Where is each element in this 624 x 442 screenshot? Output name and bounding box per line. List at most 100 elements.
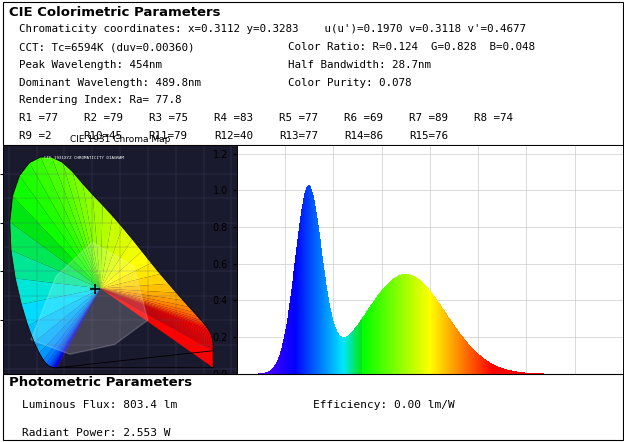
Polygon shape xyxy=(100,289,213,343)
Polygon shape xyxy=(100,289,213,348)
Text: R5 =77: R5 =77 xyxy=(279,113,318,123)
Polygon shape xyxy=(56,289,100,368)
Text: R12=40: R12=40 xyxy=(214,131,253,141)
Polygon shape xyxy=(39,289,100,360)
Polygon shape xyxy=(100,289,213,350)
Text: Radiant Power: 2.553 W: Radiant Power: 2.553 W xyxy=(22,428,170,438)
Text: R8 =74: R8 =74 xyxy=(474,113,513,123)
Polygon shape xyxy=(10,222,100,289)
Polygon shape xyxy=(57,289,100,368)
Polygon shape xyxy=(56,289,100,368)
Polygon shape xyxy=(55,289,100,368)
Polygon shape xyxy=(100,289,207,328)
Polygon shape xyxy=(100,289,213,349)
Polygon shape xyxy=(100,289,209,330)
Polygon shape xyxy=(57,289,100,368)
Polygon shape xyxy=(34,289,100,353)
Polygon shape xyxy=(15,278,100,304)
Polygon shape xyxy=(62,162,100,289)
Polygon shape xyxy=(100,289,206,326)
Polygon shape xyxy=(31,242,148,354)
Polygon shape xyxy=(100,289,212,337)
Polygon shape xyxy=(52,289,100,367)
Polygon shape xyxy=(100,289,213,344)
Text: R9 =2: R9 =2 xyxy=(19,131,51,141)
Polygon shape xyxy=(29,157,100,289)
Text: R7 =89: R7 =89 xyxy=(409,113,448,123)
Polygon shape xyxy=(54,289,100,368)
Polygon shape xyxy=(100,289,213,368)
Polygon shape xyxy=(100,289,212,335)
Polygon shape xyxy=(100,289,213,346)
Polygon shape xyxy=(100,289,213,347)
Text: Rendering Index: Ra= 77.8: Rendering Index: Ra= 77.8 xyxy=(19,95,181,106)
Text: CIE Colorimetric Parameters: CIE Colorimetric Parameters xyxy=(9,6,221,19)
Polygon shape xyxy=(100,284,177,293)
Text: Efficiency: 0.00 lm/W: Efficiency: 0.00 lm/W xyxy=(313,400,455,410)
Polygon shape xyxy=(100,289,189,307)
Text: R2 =79: R2 =79 xyxy=(84,113,123,123)
Polygon shape xyxy=(100,216,122,289)
Text: R4 =83: R4 =83 xyxy=(214,113,253,123)
Polygon shape xyxy=(56,289,100,368)
Text: Color Ratio: R=0.124  G=0.828  B=0.048: Color Ratio: R=0.124 G=0.828 B=0.048 xyxy=(288,42,535,52)
Polygon shape xyxy=(100,289,212,339)
Text: R11=79: R11=79 xyxy=(149,131,188,141)
Polygon shape xyxy=(100,227,132,289)
Polygon shape xyxy=(100,251,152,289)
Text: R3 =75: R3 =75 xyxy=(149,113,188,123)
Polygon shape xyxy=(57,289,100,368)
Polygon shape xyxy=(100,239,142,289)
Polygon shape xyxy=(72,171,100,289)
Polygon shape xyxy=(100,274,169,289)
Polygon shape xyxy=(57,289,100,368)
Polygon shape xyxy=(100,289,211,334)
Polygon shape xyxy=(52,157,100,289)
Text: Color Purity: 0.078: Color Purity: 0.078 xyxy=(288,78,412,88)
Text: Half Bandwidth: 28.7nm: Half Bandwidth: 28.7nm xyxy=(288,60,431,70)
Polygon shape xyxy=(51,289,100,367)
Text: Photometric Parameters: Photometric Parameters xyxy=(9,376,192,389)
Text: R13=77: R13=77 xyxy=(279,131,318,141)
Text: Dominant Wavelength: 489.8nm: Dominant Wavelength: 489.8nm xyxy=(19,78,200,88)
Polygon shape xyxy=(100,289,198,317)
X-axis label: x: x xyxy=(117,392,123,401)
Polygon shape xyxy=(57,289,100,368)
Polygon shape xyxy=(28,289,100,342)
Polygon shape xyxy=(100,205,112,289)
Text: R14=86: R14=86 xyxy=(344,131,383,141)
Text: Peak Wavelength: 454nm: Peak Wavelength: 454nm xyxy=(19,60,162,70)
Polygon shape xyxy=(49,289,100,367)
Polygon shape xyxy=(82,183,100,289)
Text: R15=76: R15=76 xyxy=(409,131,448,141)
Polygon shape xyxy=(100,289,203,323)
Polygon shape xyxy=(57,289,100,368)
Polygon shape xyxy=(10,196,100,289)
Text: Chromaticity coordinates: x=0.3112 y=0.3283    u(u')=0.1970 v=0.3118 v'=0.4677: Chromaticity coordinates: x=0.3112 y=0.3… xyxy=(19,24,525,34)
Polygon shape xyxy=(21,289,100,326)
Polygon shape xyxy=(100,289,194,312)
Polygon shape xyxy=(57,289,100,368)
Polygon shape xyxy=(11,250,100,289)
Polygon shape xyxy=(41,157,100,289)
Text: R1 =77: R1 =77 xyxy=(19,113,57,123)
Text: CIE 1931XYZ CHROMATICITY DIAGRAM: CIE 1931XYZ CHROMATICITY DIAGRAM xyxy=(44,156,124,160)
Polygon shape xyxy=(12,175,100,289)
Polygon shape xyxy=(100,289,210,332)
Title: CIE 1931 Chroma Map: CIE 1931 Chroma Map xyxy=(70,135,170,144)
Polygon shape xyxy=(100,289,212,339)
Polygon shape xyxy=(100,289,201,320)
Polygon shape xyxy=(19,163,100,289)
Polygon shape xyxy=(100,289,213,345)
Polygon shape xyxy=(100,289,183,301)
Polygon shape xyxy=(43,289,100,364)
Text: Luminous Flux: 803.4 lm: Luminous Flux: 803.4 lm xyxy=(22,400,177,410)
Polygon shape xyxy=(100,289,213,351)
Text: R10=45: R10=45 xyxy=(84,131,123,141)
Text: CCT: Tc=6594K (duv=0.00360): CCT: Tc=6594K (duv=0.00360) xyxy=(19,42,194,52)
Text: R6 =69: R6 =69 xyxy=(344,113,383,123)
Polygon shape xyxy=(92,194,102,289)
Polygon shape xyxy=(46,289,100,366)
Polygon shape xyxy=(100,289,213,342)
Polygon shape xyxy=(100,289,213,341)
